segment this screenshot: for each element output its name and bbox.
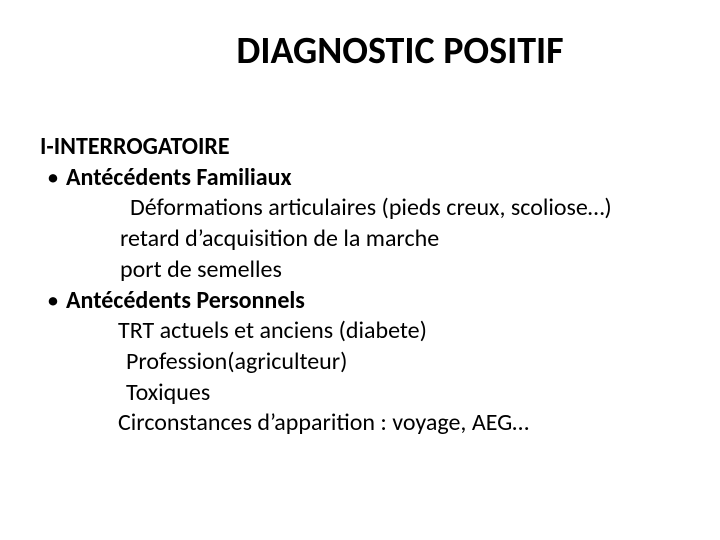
sub-item: Toxiques bbox=[40, 378, 680, 409]
bullet-dot-icon: • bbox=[40, 163, 66, 194]
sub-item: TRT actuels et anciens (diabete) bbox=[40, 316, 680, 347]
bullet-label: Antécédents Personnels bbox=[66, 286, 305, 317]
slide: DIAGNOSTIC POSITIF I-INTERROGATOIRE • An… bbox=[0, 0, 720, 540]
sub-item: Circonstances d’apparition : voyage, AEG… bbox=[40, 408, 680, 439]
section-heading: I-INTERROGATOIRE bbox=[40, 132, 680, 163]
sub-item: port de semelles bbox=[40, 255, 680, 286]
sub-item: Profession(agriculteur) bbox=[40, 347, 680, 378]
slide-title: DIAGNOSTIC POSITIF bbox=[120, 28, 680, 74]
bullet-dot-icon: • bbox=[40, 286, 66, 317]
sub-item: retard d’acquisition de la marche bbox=[40, 224, 680, 255]
bullet-item: • Antécédents Personnels bbox=[40, 286, 680, 317]
sub-item: Déformations articulaires (pieds creux, … bbox=[40, 193, 680, 224]
bullet-item: • Antécédents Familiaux bbox=[40, 163, 680, 194]
bullet-label: Antécédents Familiaux bbox=[66, 163, 292, 194]
slide-body: I-INTERROGATOIRE • Antécédents Familiaux… bbox=[40, 132, 680, 439]
